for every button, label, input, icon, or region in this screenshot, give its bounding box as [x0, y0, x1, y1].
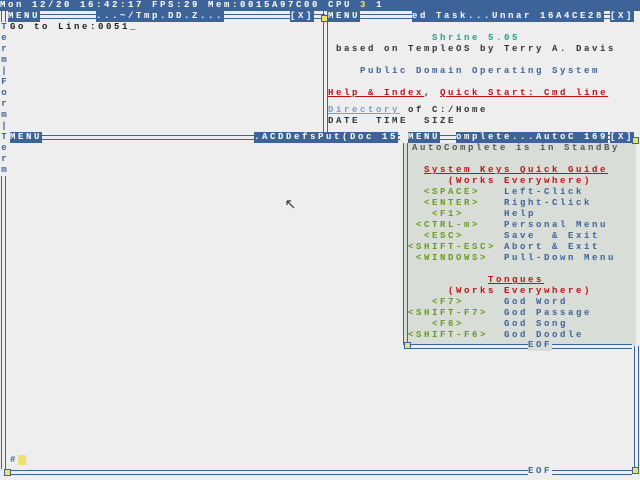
shrine-title: Shrine 5.05	[432, 33, 521, 43]
key-action[interactable]: God Doodle	[504, 330, 585, 340]
comma: ,	[424, 88, 433, 98]
ac-window-title: omplete...AutoC 169	[456, 132, 609, 143]
key-row: <SHIFT-F7> God Passage	[408, 308, 592, 319]
tongues-title: Tongues	[488, 275, 545, 285]
resize-corner-br[interactable]	[632, 467, 639, 474]
key-action[interactable]: God Song	[504, 319, 569, 329]
left-close-button[interactable]: [X]	[290, 11, 315, 22]
key-action[interactable]: God Word	[504, 297, 569, 307]
mouse-pointer-icon	[286, 200, 295, 209]
help-links: Help & Index, Quick Start: Cmd line	[328, 88, 608, 99]
key-combo: <F7>	[408, 297, 497, 307]
ac-bottom-border	[408, 344, 632, 349]
key-row: <ENTER> Right-Click	[408, 198, 592, 209]
ac-resize-corner-tr[interactable]	[632, 137, 639, 144]
key-action[interactable]: God Passage	[504, 308, 593, 318]
goto-line-prompt[interactable]: Go to Line:0051_	[10, 22, 139, 32]
main-window-title: .ACDDefsPut(Doc 15	[254, 132, 399, 143]
ac-left-border	[403, 143, 408, 345]
key-combo: <F1>	[408, 209, 497, 219]
right-edge-border	[634, 346, 639, 472]
right-frame-border	[323, 11, 328, 132]
tongues-works: (Works Everywhere)	[448, 286, 593, 296]
public-domain: Public Domain Operating System	[360, 66, 601, 76]
directory-line: Directory of C:/Home	[328, 105, 488, 116]
keys-works: (Works Everywhere)	[448, 176, 593, 186]
key-combo: <SHIFT-F7>	[408, 308, 497, 318]
key-combo: <SPACE>	[408, 187, 497, 197]
key-combo: <F6>	[408, 319, 497, 329]
key-action[interactable]: Abort & Exit	[504, 242, 601, 252]
key-row: <SHIFT-ESC> Abort & Exit	[408, 242, 600, 253]
key-action[interactable]: Right-Click	[504, 198, 593, 208]
ac-standby: AutoComplete is in StandBy	[412, 143, 621, 153]
key-row: <CTRL-m> Personal Menu	[408, 220, 608, 231]
left-window-title: ...~/Tmp.DD.Z...	[96, 11, 225, 22]
ac-resize-corner[interactable]	[404, 342, 411, 349]
key-row: <WINDOWS> Pull-Down Menu	[408, 253, 616, 264]
key-action[interactable]: Help	[504, 209, 537, 219]
key-combo: <ESC>	[408, 231, 497, 241]
key-action[interactable]: Personal Menu	[504, 220, 609, 230]
status-clock: Mon 12/20 16:42:17 FPS:29 Mem:0015A97C00…	[0, 0, 361, 10]
key-row: <ESC> Save & Exit	[408, 231, 600, 242]
right-menu-button[interactable]: MENU	[328, 11, 361, 22]
ac-close-button[interactable]: [X]	[610, 132, 635, 143]
key-row: <F1> Help	[408, 209, 536, 220]
main-eof: EOF	[528, 466, 553, 477]
quick-start-link[interactable]: Quick Start: Cmd line	[440, 88, 609, 98]
resize-corner-bl[interactable]	[4, 469, 11, 476]
key-combo: <CTRL-m>	[408, 220, 497, 230]
key-combo: <ENTER>	[408, 198, 497, 208]
directory-path: of C:/Home	[400, 105, 489, 115]
bottom-border	[8, 470, 632, 475]
key-combo: <SHIFT-F6>	[408, 330, 497, 340]
status-text: Mon 12/20 16:42:17 FPS:29 Mem:0015A97C00…	[0, 0, 384, 11]
directory-link[interactable]: Directory	[328, 105, 401, 115]
key-action[interactable]: Save & Exit	[504, 231, 601, 241]
keys-title: System Keys Quick Guide	[424, 165, 609, 175]
left-frame-border	[1, 11, 6, 469]
key-row: <F7> God Word	[408, 297, 568, 308]
key-combo: <WINDOWS>	[408, 253, 497, 263]
cpu-load-2: 1	[376, 0, 385, 10]
prompt-hash: #	[10, 455, 19, 465]
key-action[interactable]: Pull-Down Menu	[504, 253, 617, 263]
cmd-prompt[interactable]: #_	[10, 455, 27, 466]
cpu-load: 3	[360, 0, 369, 10]
ac-eof: EOF	[528, 340, 553, 351]
ac-menu-button[interactable]: MENU	[408, 132, 441, 143]
autocomplete-window	[404, 143, 636, 345]
cursor: _	[18, 455, 27, 465]
right-close-button[interactable]: [X]	[610, 11, 635, 22]
main-title-border	[40, 135, 400, 140]
key-row: <F6> God Song	[408, 319, 568, 330]
key-row: <SHIFT-F6> God Doodle	[408, 330, 584, 341]
based-on: based on TempleOS by Terry A. Davis	[336, 44, 617, 54]
right-window-title: ed Task...Unnar 16A4CE28	[412, 11, 605, 22]
left-menu-button[interactable]: MENU	[8, 11, 41, 22]
resize-corner[interactable]	[321, 15, 328, 22]
key-combo: <SHIFT-ESC>	[408, 242, 497, 252]
status-bar	[0, 0, 640, 11]
help-index-link[interactable]: Help & Index	[328, 88, 425, 98]
main-menu-button[interactable]: MENU	[10, 132, 43, 143]
term-form-label[interactable]: Term|Form|Term	[0, 22, 8, 176]
key-row: <SPACE> Left-Click	[408, 187, 584, 198]
dir-columns: DATE TIME SIZE	[328, 116, 457, 126]
key-action[interactable]: Left-Click	[504, 187, 585, 197]
